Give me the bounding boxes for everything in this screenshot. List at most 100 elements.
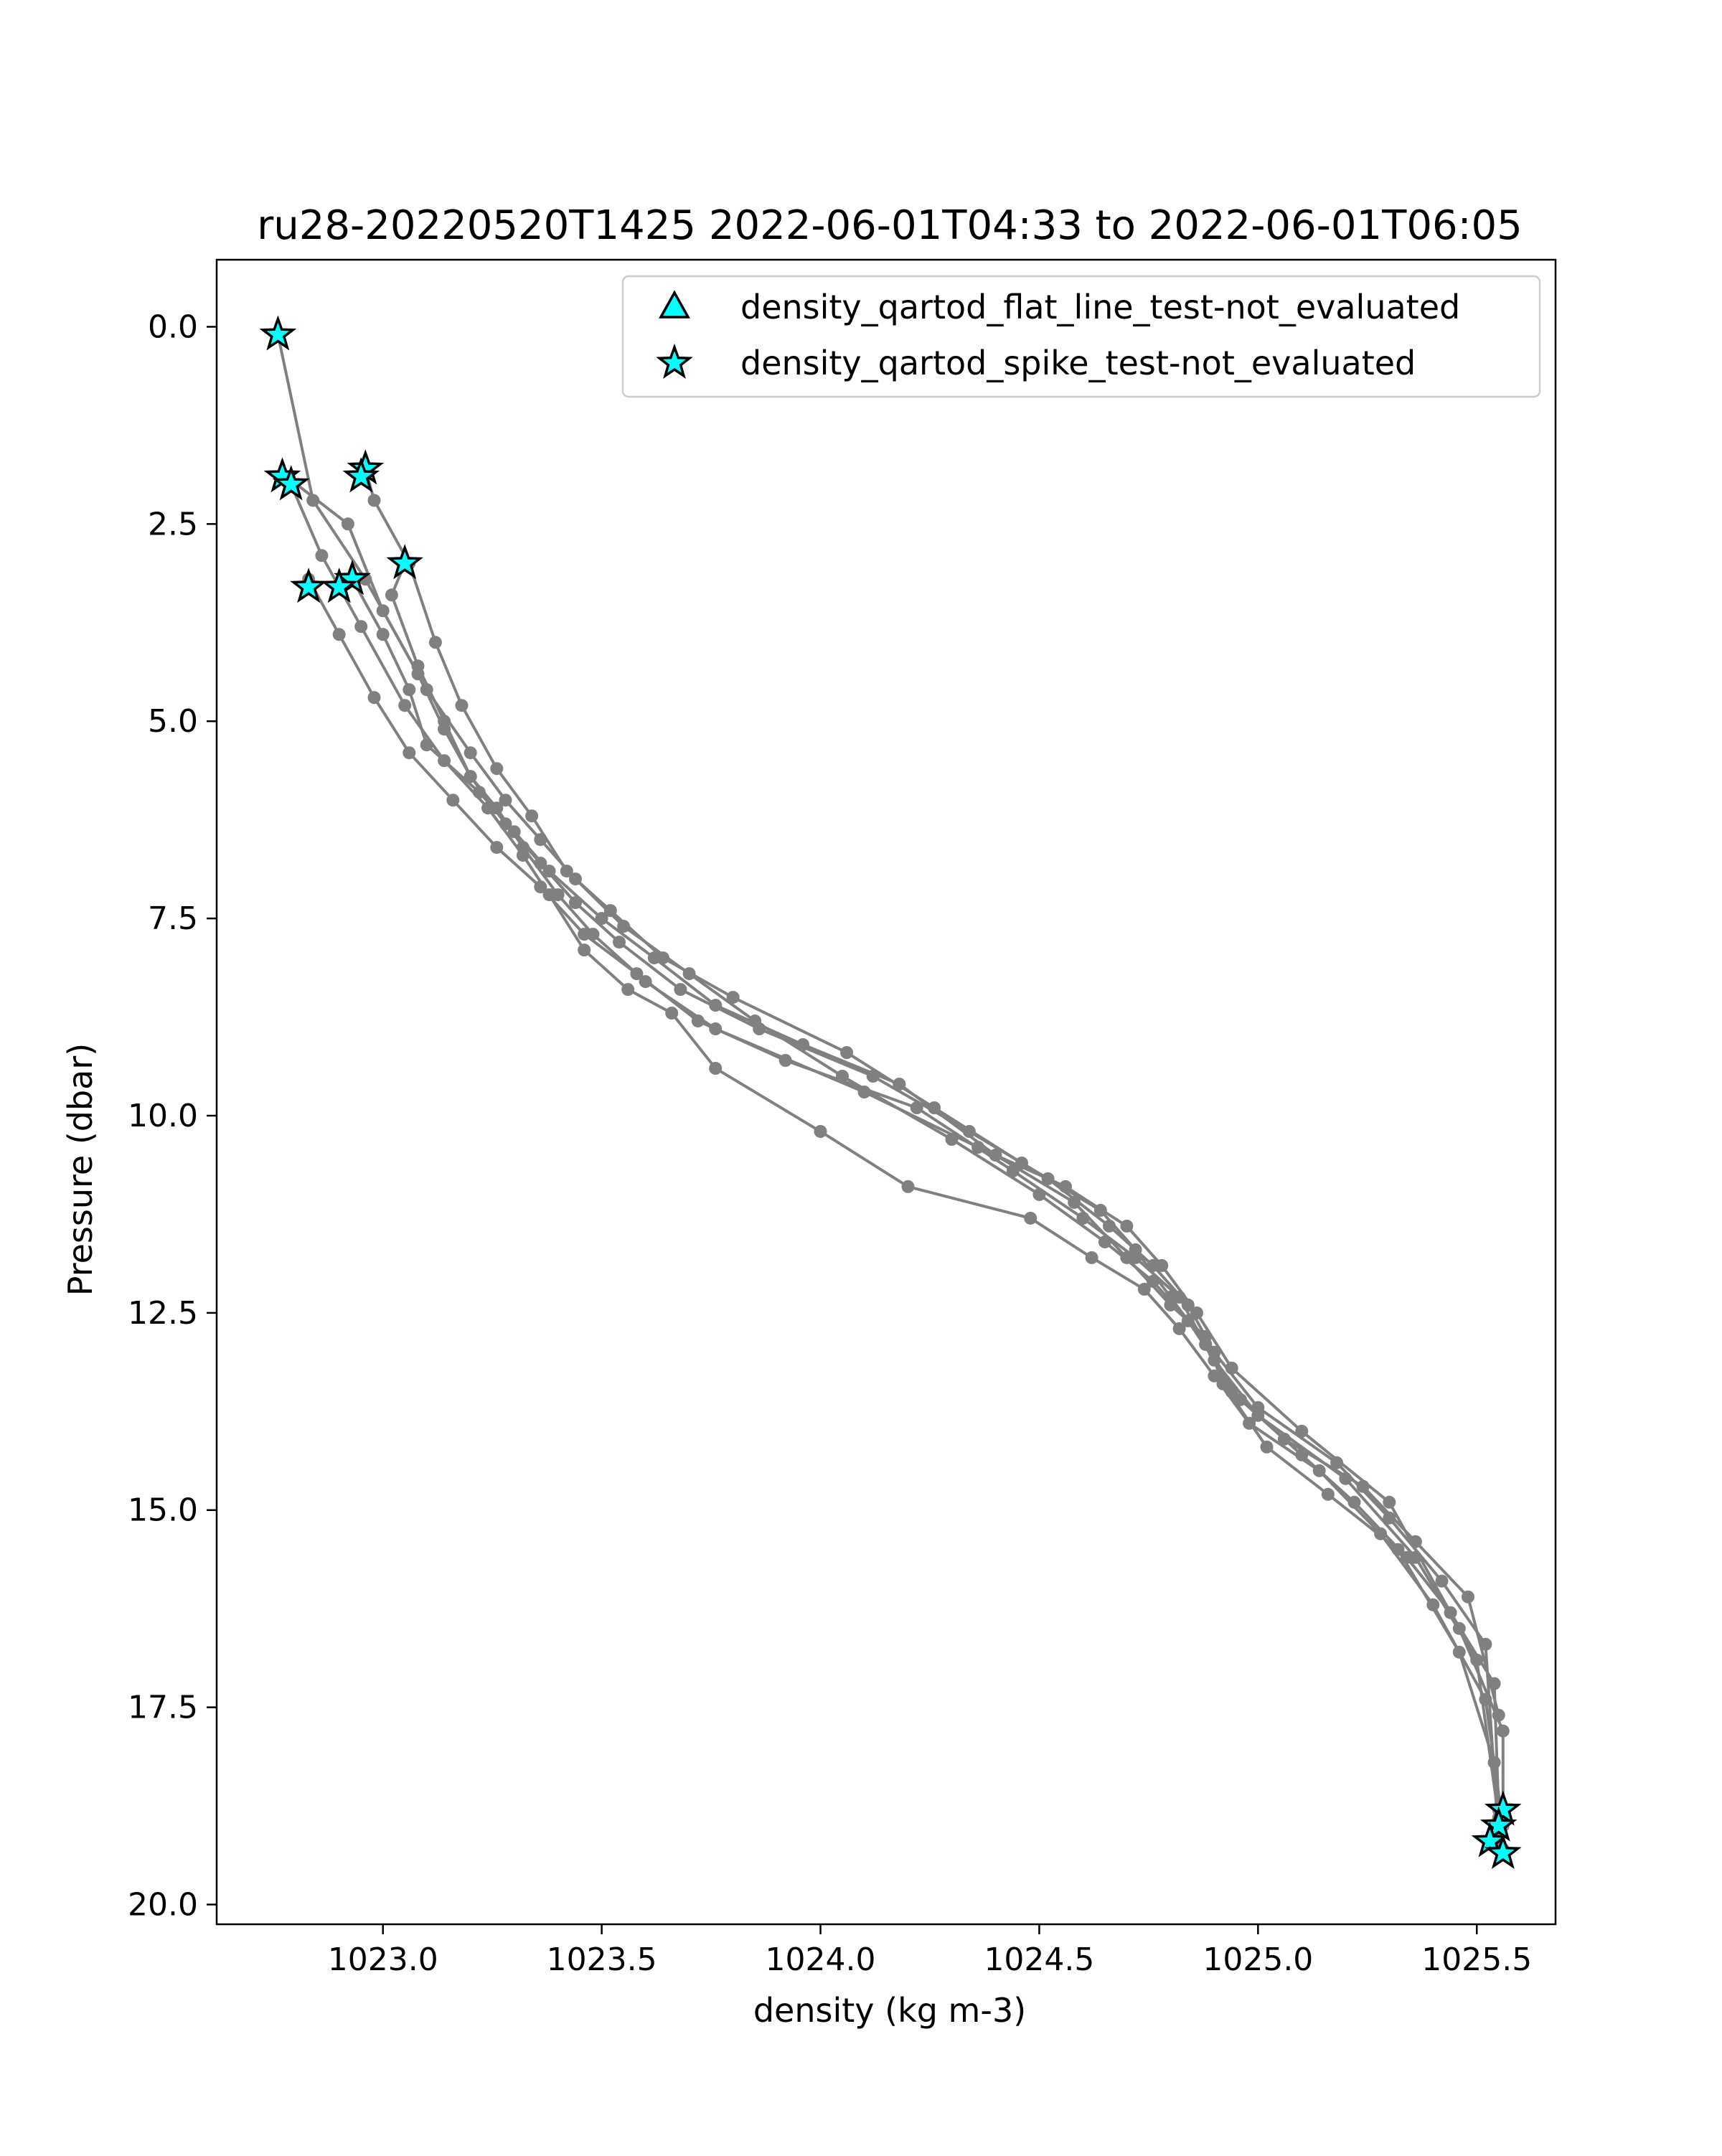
legend-label: density_qartod_flat_line_test-not_evalua…: [740, 288, 1460, 326]
profile-point: [617, 920, 631, 933]
profile-point: [306, 494, 320, 507]
profile-point: [726, 991, 740, 1004]
profile-point: [1129, 1251, 1142, 1264]
profile-point: [1260, 1440, 1274, 1454]
profile-point: [630, 967, 644, 981]
y-tick-label: 17.5: [128, 1690, 198, 1726]
profile-point: [603, 904, 617, 918]
profile-point: [428, 636, 442, 649]
profile-point: [1470, 1653, 1484, 1667]
y-tick-label: 10.0: [128, 1098, 198, 1134]
y-tick-label: 15.0: [128, 1492, 198, 1529]
spike-test-star-marker: [1484, 1833, 1522, 1870]
profile-point: [901, 1180, 915, 1193]
y-tick-label: 7.5: [148, 900, 198, 937]
profile-point: [534, 857, 547, 870]
profile-point: [534, 880, 547, 894]
profile-point: [472, 786, 486, 799]
spike-test-star-marker: [1479, 1806, 1518, 1842]
profile-point: [893, 1078, 906, 1091]
y-tick-label: 20.0: [128, 1887, 198, 1924]
profile-point: [621, 983, 635, 997]
profile-point: [1321, 1487, 1335, 1501]
profile-point: [1383, 1511, 1396, 1525]
profile-point: [420, 738, 433, 752]
profile-point: [499, 817, 512, 831]
profile-point: [962, 1125, 976, 1138]
y-tick-label: 0.0: [148, 309, 198, 345]
legend-triangle-marker: [659, 290, 690, 319]
profile-point: [1408, 1535, 1422, 1548]
profile-point: [1041, 1172, 1055, 1185]
profile-point: [376, 604, 390, 618]
y-tick-label: 2.5: [148, 506, 198, 542]
profile-point: [1103, 1219, 1116, 1233]
profile-point: [490, 762, 504, 776]
profile-point: [403, 683, 416, 697]
profile-point: [446, 794, 460, 807]
profile-point: [398, 699, 412, 712]
profile-point: [691, 1015, 705, 1027]
profile-point: [560, 865, 573, 878]
profile-point: [354, 620, 368, 634]
profile-point: [464, 746, 477, 760]
x-tick-label: 1025.5: [1421, 1941, 1532, 1978]
profile-point: [376, 628, 390, 641]
profile-point: [1172, 1290, 1186, 1304]
profile-point: [411, 659, 425, 673]
profile-point: [1391, 1543, 1405, 1556]
profile-point: [367, 494, 381, 507]
profile-point: [1277, 1432, 1291, 1446]
profile-point: [1137, 1282, 1151, 1296]
chart-title: ru28-20220520T1425 2022-06-01T04:33 to 2…: [257, 202, 1522, 249]
profile-point: [385, 588, 398, 602]
profile-point: [1347, 1495, 1361, 1509]
profile-point: [753, 1022, 766, 1035]
profile-point: [1199, 1337, 1213, 1351]
profile-point: [525, 809, 539, 823]
profile-point: [1120, 1219, 1134, 1233]
profile-point: [341, 517, 354, 531]
profile-point: [1006, 1164, 1020, 1177]
y-tick-label: 5.0: [148, 703, 198, 740]
profile-point: [438, 715, 451, 728]
profile-point: [464, 770, 477, 783]
profile-point: [455, 699, 469, 712]
profile-point: [516, 849, 530, 862]
legend-entry-1: density_qartod_flat_line_test-not_evalua…: [659, 288, 1460, 326]
profile-point: [1164, 1298, 1177, 1312]
profile-point: [1330, 1456, 1344, 1469]
profile-point: [578, 943, 591, 957]
profile-point: [1085, 1251, 1098, 1264]
axes-frame: [215, 258, 1557, 1926]
profile-point: [910, 1101, 923, 1114]
profile-point: [778, 1054, 792, 1067]
profile-point: [945, 1133, 959, 1146]
legend-box: [621, 275, 1541, 398]
x-tick-label: 1024.0: [766, 1941, 876, 1978]
profile-point: [1452, 1645, 1466, 1659]
profile-point: [499, 794, 512, 807]
profile-point: [613, 936, 626, 949]
profile-point: [1093, 1203, 1107, 1217]
profile-point: [674, 983, 687, 997]
profile-point: [367, 691, 381, 705]
spike-test-star-marker: [342, 457, 380, 493]
profile-point: [1496, 1724, 1510, 1738]
profile-point: [647, 951, 661, 965]
spike-test-star-marker: [272, 465, 310, 501]
profile-point: [403, 746, 416, 760]
profile-point: [315, 549, 329, 562]
profile-point: [1435, 1574, 1449, 1588]
spike-test-markers: [259, 315, 1522, 1870]
profile-point: [866, 1070, 880, 1083]
profile-point: [1492, 1708, 1505, 1722]
profile-point: [1068, 1195, 1081, 1209]
profile-point: [1076, 1211, 1090, 1225]
profile-point: [578, 928, 591, 941]
x-tick-label: 1024.5: [984, 1941, 1094, 1978]
legend-label: density_qartod_spike_test-not_evaluated: [740, 344, 1416, 382]
spike-test-star-marker: [1484, 1790, 1522, 1826]
